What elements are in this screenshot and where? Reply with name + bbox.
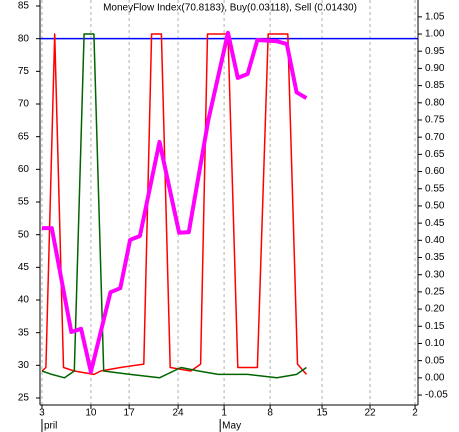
x-tick-label: 1	[221, 408, 227, 419]
y2-tick-label: 0.85	[425, 80, 445, 91]
series-line	[41, 33, 307, 376]
y-tick-label: 65	[18, 131, 30, 142]
x-tick-label: 22	[364, 408, 376, 419]
y-tick-label: 80	[18, 33, 30, 44]
y-tick-label: 70	[18, 99, 30, 110]
y2-tick-label: 0.95	[425, 46, 445, 57]
month-label: May	[222, 421, 241, 432]
y2-tick-label: 0.60	[425, 166, 445, 177]
x-tick-label: 2	[412, 408, 418, 419]
y-tick-label: 85	[18, 1, 30, 12]
y2-tick-label: 0.25	[425, 287, 445, 298]
x-tick-label: 3	[39, 408, 45, 419]
y2-tick-label: 0.05	[425, 355, 445, 366]
month-label: pril	[44, 421, 57, 432]
y2-tick-label: 0.90	[425, 63, 445, 74]
x-tick-label: 17	[124, 408, 136, 419]
y2-tick-label: 0.40	[425, 235, 445, 246]
y-tick-label: 45	[18, 262, 30, 273]
y2-tick-label: 0.35	[425, 252, 445, 263]
y-tick-label: 35	[18, 327, 30, 338]
y-tick-label: 30	[18, 360, 30, 371]
y2-tick-label: 0.50	[425, 201, 445, 212]
y2-tick-label: 1.05	[425, 11, 445, 22]
y2-tick-label: 0.70	[425, 132, 445, 143]
x-tick-label: 24	[173, 408, 185, 419]
y2-tick-label: 0.55	[425, 183, 445, 194]
series-line	[41, 33, 307, 379]
y2-tick-label: 0.65	[425, 149, 445, 160]
series-line	[42, 30, 308, 374]
x-tick-label: 10	[85, 408, 97, 419]
x-tick-label: 15	[316, 408, 328, 419]
y2-tick-label: 0.00	[425, 372, 445, 383]
chart-title: MoneyFlow Index(70.8183), Buy(0.03118), …	[103, 3, 357, 14]
y2-tick-label: 0.15	[425, 321, 445, 332]
y-tick-label: 60	[18, 164, 30, 175]
x-tick-label: 8	[267, 408, 273, 419]
y2-tick-label: 0.75	[425, 115, 445, 126]
y2-tick-label: 0.80	[425, 97, 445, 108]
y2-tick-label: 0.45	[425, 218, 445, 229]
y2-tick-label: 0.10	[425, 338, 445, 349]
y-tick-label: 25	[18, 393, 30, 404]
y2-tick-label: 0.30	[425, 269, 445, 280]
y2-tick-label: 1.00	[425, 29, 445, 40]
y-tick-label: 55	[18, 197, 30, 208]
y-tick-label: 75	[18, 66, 30, 77]
y2-tick-label: 0.20	[425, 304, 445, 315]
y-tick-label: 40	[18, 295, 30, 306]
y-tick-label: 50	[18, 229, 30, 240]
y2-tick-label: -0.05	[425, 390, 448, 401]
